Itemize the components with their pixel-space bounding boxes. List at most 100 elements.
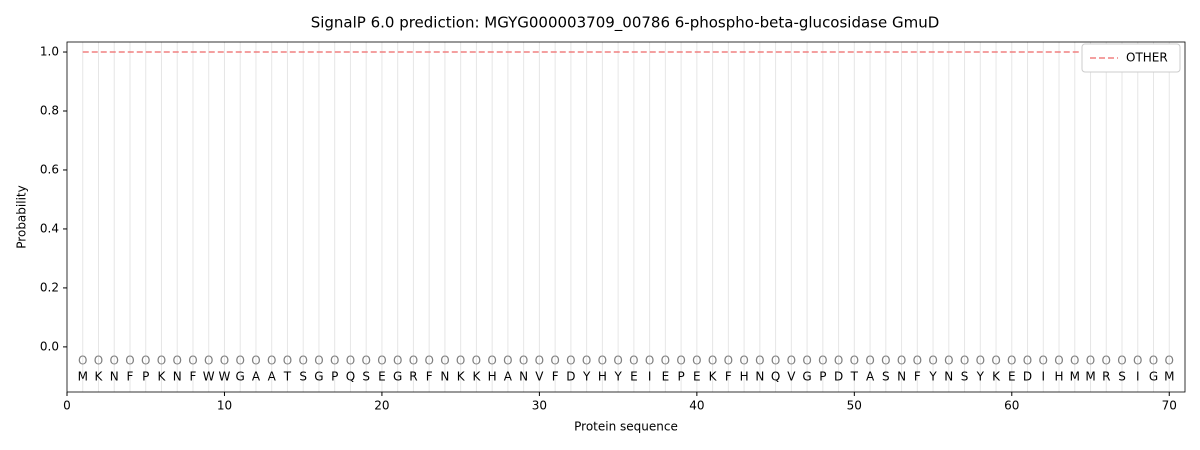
residue-label: N	[173, 370, 182, 384]
residue-label: Q	[771, 370, 780, 384]
position-label: O	[235, 354, 244, 368]
residue-label: A	[268, 370, 277, 384]
residue-label: M	[78, 370, 88, 384]
x-tick-label: 40	[689, 399, 704, 413]
x-tick-label: 50	[847, 399, 862, 413]
residue-label: N	[110, 370, 119, 384]
residue-label: S	[1118, 370, 1126, 384]
position-label: O	[393, 354, 402, 368]
position-label: O	[1102, 354, 1111, 368]
residue-label: E	[1008, 370, 1016, 384]
residue-label: K	[709, 370, 718, 384]
residue-label: S	[961, 370, 969, 384]
position-label: O	[94, 354, 103, 368]
residue-label: F	[190, 370, 197, 384]
position-label: O	[1039, 354, 1048, 368]
position-label: O	[141, 354, 150, 368]
position-label: O	[771, 354, 780, 368]
residue-label: E	[693, 370, 701, 384]
residue-label: D	[1023, 370, 1032, 384]
residue-label: I	[1042, 370, 1046, 384]
position-label: O	[708, 354, 717, 368]
residue-label: T	[283, 370, 292, 384]
position-label: O	[645, 354, 654, 368]
position-label: O	[676, 354, 685, 368]
position-label: O	[487, 354, 496, 368]
residue-label: A	[504, 370, 513, 384]
residue-label: Y	[976, 370, 985, 384]
residue-label: S	[299, 370, 307, 384]
residue-label: Y	[928, 370, 937, 384]
x-tick-label: 20	[374, 399, 389, 413]
position-label: O	[818, 354, 827, 368]
position-label: O	[787, 354, 796, 368]
position-label: O	[739, 354, 748, 368]
position-label: O	[802, 354, 811, 368]
position-label: O	[582, 354, 591, 368]
residue-label: D	[834, 370, 843, 384]
position-label: O	[377, 354, 386, 368]
residue-label: K	[158, 370, 167, 384]
residue-label: V	[787, 370, 796, 384]
residue-label: K	[472, 370, 481, 384]
position-label: O	[157, 354, 166, 368]
position-label: O	[991, 354, 1000, 368]
position-label: O	[1007, 354, 1016, 368]
position-label: O	[519, 354, 528, 368]
residue-label: F	[725, 370, 732, 384]
position-label: O	[314, 354, 323, 368]
position-label: O	[440, 354, 449, 368]
y-tick-label: 1.0	[40, 45, 59, 59]
legend-box	[1081, 43, 1181, 73]
position-label: O	[535, 354, 544, 368]
position-label: O	[1133, 354, 1142, 368]
position-label: O	[267, 354, 276, 368]
residue-label: F	[426, 370, 433, 384]
residue-label: N	[944, 370, 953, 384]
residue-label: F	[552, 370, 559, 384]
position-label: O	[566, 354, 575, 368]
x-tick-label: 0	[63, 399, 71, 413]
position-label: O	[409, 354, 418, 368]
y-tick-label: 0.6	[40, 162, 59, 176]
residue-label: H	[1055, 370, 1064, 384]
residue-label: F	[914, 370, 921, 384]
position-label: O	[692, 354, 701, 368]
position-label: O	[913, 354, 922, 368]
position-label: O	[424, 354, 433, 368]
position-label: O	[283, 354, 292, 368]
residue-label: T	[850, 370, 859, 384]
residue-label: G	[314, 370, 323, 384]
residue-label: K	[457, 370, 466, 384]
legend: OTHER	[1081, 43, 1181, 73]
x-tick-label: 70	[1162, 399, 1177, 413]
chart-title: SignalP 6.0 prediction: MGYG000003709_00…	[311, 14, 940, 33]
residue-label: N	[755, 370, 764, 384]
position-label: O	[1054, 354, 1063, 368]
position-label: O	[928, 354, 937, 368]
residue-label: E	[630, 370, 638, 384]
position-label: O	[976, 354, 985, 368]
position-label: O	[456, 354, 465, 368]
y-tick-label: 0.8	[40, 103, 59, 117]
position-label: O	[346, 354, 355, 368]
position-label: O	[220, 354, 229, 368]
position-label: O	[944, 354, 953, 368]
residue-label: P	[331, 370, 338, 384]
residue-label: A	[866, 370, 875, 384]
residue-label: H	[740, 370, 749, 384]
residue-label: M	[1070, 370, 1080, 384]
position-label: O	[1023, 354, 1032, 368]
residue-label: M	[1164, 370, 1174, 384]
residue-label: P	[819, 370, 826, 384]
residue-label: K	[992, 370, 1001, 384]
position-label: O	[172, 354, 181, 368]
residue-label: E	[378, 370, 386, 384]
position-label: O	[598, 354, 607, 368]
residue-label: P	[142, 370, 149, 384]
position-label: O	[472, 354, 481, 368]
residue-label: I	[648, 370, 652, 384]
position-label: O	[1149, 354, 1158, 368]
position-label: O	[661, 354, 670, 368]
